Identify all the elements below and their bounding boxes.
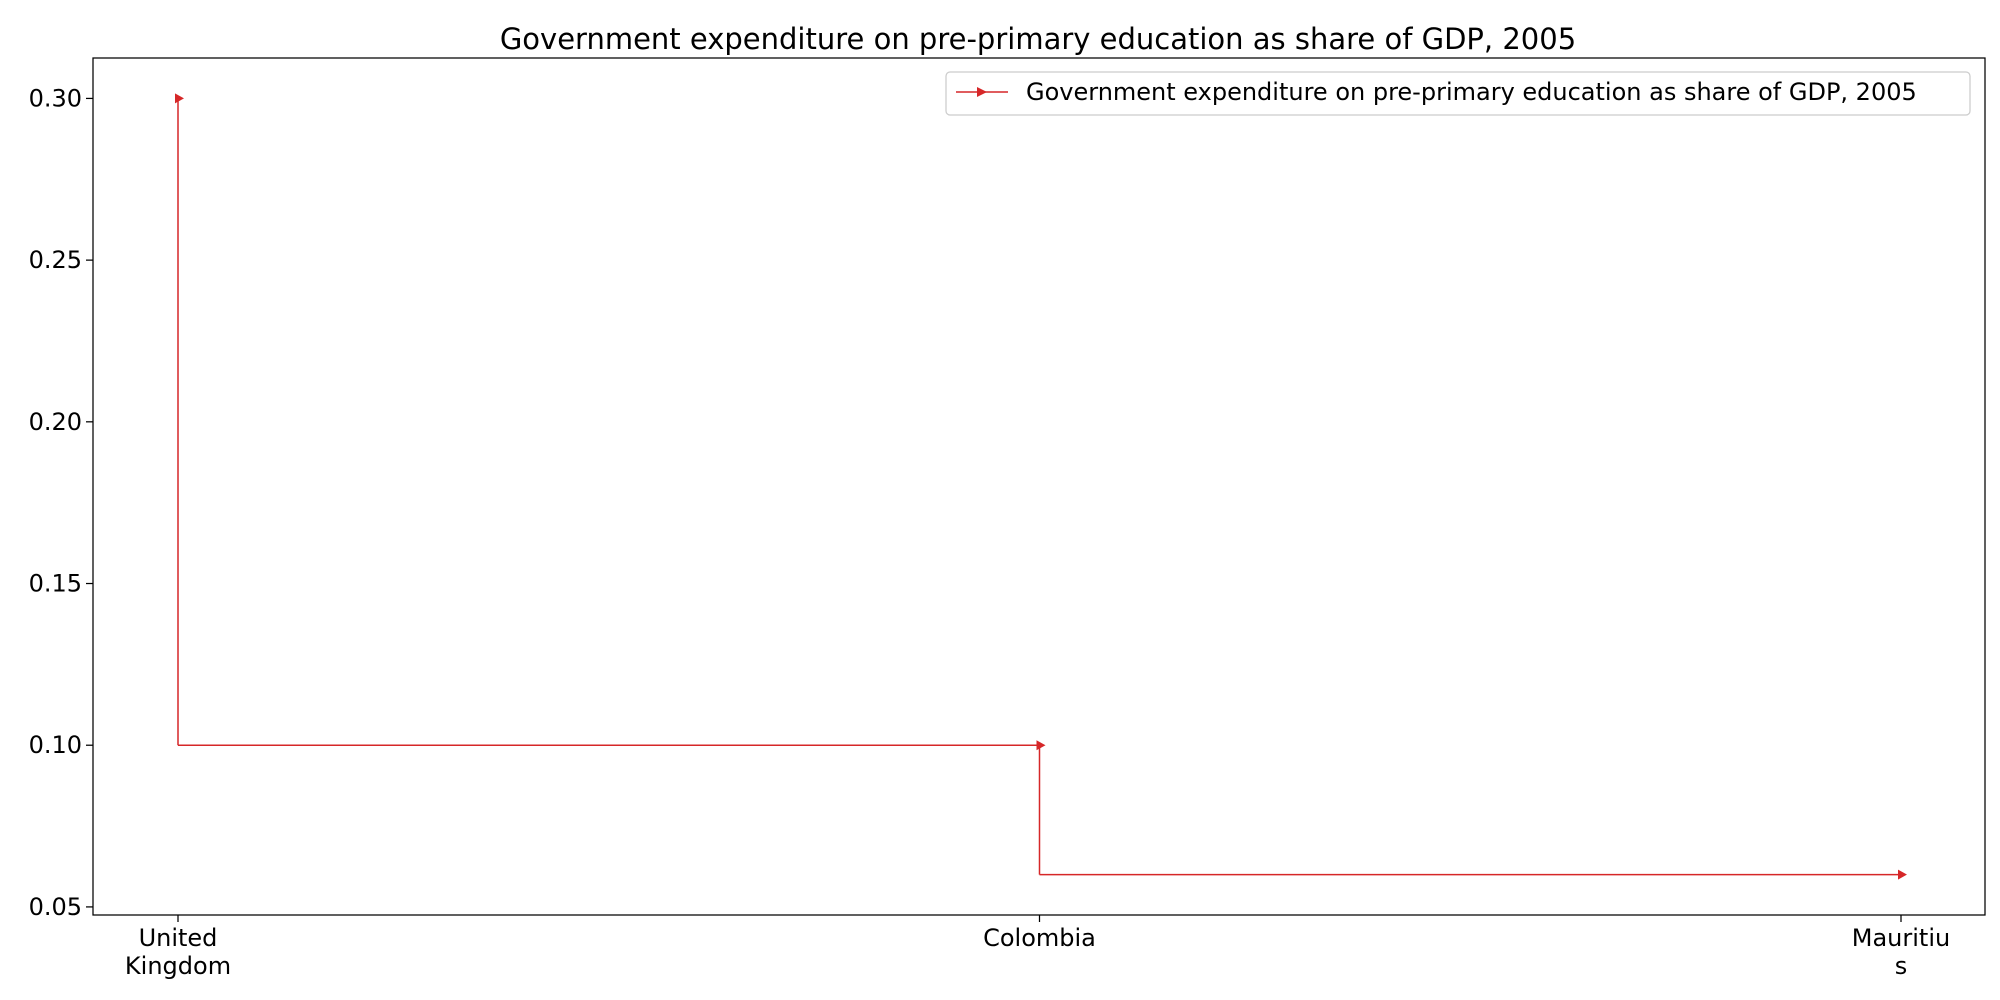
series-line <box>178 744 1901 876</box>
x-tick-label-line: Kingdom <box>125 952 231 980</box>
x-tick-label-line: Mauritiu <box>1852 924 1950 952</box>
y-tick-label: 0.30 <box>29 84 82 112</box>
y-tick-label: 0.25 <box>29 246 82 274</box>
x-tick-label-line: s <box>1895 952 1908 980</box>
legend-box <box>945 71 1971 116</box>
y-tick-label: 0.10 <box>29 731 82 759</box>
x-tick-label-line: Colombia <box>983 924 1096 952</box>
x-tick-label: Colombia <box>983 924 1096 952</box>
x-tick-label-line: United <box>139 924 218 952</box>
y-axis: 0.05 0.10 0.15 0.20 0.25 0.30 <box>29 84 93 921</box>
legend-label: Government expenditure on pre-primary ed… <box>1026 78 1917 106</box>
y-tick-label: 0.20 <box>29 408 82 436</box>
chart-title: Government expenditure on pre-primary ed… <box>500 22 1576 56</box>
legend-swatch-marker <box>977 87 987 97</box>
data-point-marker <box>1898 869 1907 880</box>
data-point-marker <box>1036 740 1046 751</box>
data-point-marker <box>175 93 184 104</box>
y-tick-label: 0.05 <box>29 893 82 921</box>
x-tick-label: Mauritiu s <box>1852 924 1950 980</box>
legend: Government expenditure on pre-primary ed… <box>945 71 1971 116</box>
series-layer <box>175 93 1907 880</box>
x-axis: United Kingdom Colombia Mauritiu s <box>125 915 1950 980</box>
x-tick-label: United Kingdom <box>125 924 231 980</box>
y-tick-label: 0.15 <box>29 570 82 598</box>
